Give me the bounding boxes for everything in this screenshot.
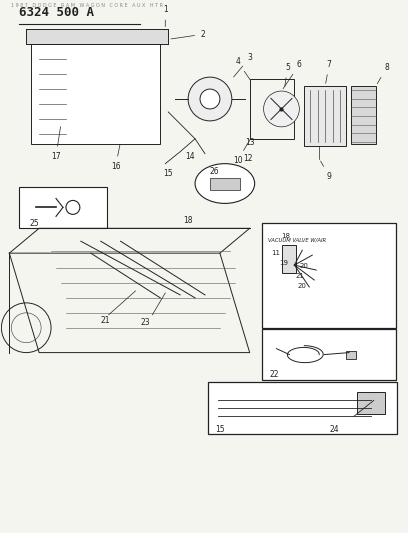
Text: 19: 19	[279, 260, 288, 266]
Text: 18: 18	[183, 216, 193, 225]
Text: 16: 16	[111, 144, 120, 171]
Bar	[31, 44, 160, 144]
Text: 1 9 8 7   D O D G E   R A M   W A G O N   C O R E   A U X   H T R: 1 9 8 7 D O D G E R A M W A G O N C O R …	[11, 3, 163, 7]
Circle shape	[200, 89, 220, 109]
Text: 4: 4	[235, 57, 250, 80]
Text: 18: 18	[282, 233, 290, 239]
Ellipse shape	[195, 164, 255, 204]
Bar	[351, 86, 376, 144]
Bar	[262, 223, 396, 328]
Text: VACUUM VALVE W/AIR: VACUUM VALVE W/AIR	[268, 237, 326, 242]
Text: 3: 3	[234, 53, 252, 77]
Bar	[346, 351, 356, 359]
Text: 23: 23	[141, 318, 150, 327]
Bar	[250, 79, 295, 139]
Circle shape	[264, 91, 299, 127]
Text: 6: 6	[283, 60, 302, 88]
Text: 5: 5	[285, 63, 290, 86]
Text: 20: 20	[297, 283, 306, 289]
Text: 15: 15	[164, 168, 173, 177]
Bar	[210, 177, 240, 190]
Text: 20: 20	[299, 263, 308, 269]
Bar	[282, 245, 296, 273]
Text: 17: 17	[51, 127, 61, 161]
Text: 26: 26	[210, 167, 220, 175]
Bar	[357, 392, 385, 414]
Text: 7: 7	[326, 60, 332, 83]
Bar	[304, 86, 346, 146]
Text: 25: 25	[29, 219, 39, 228]
Text: 21: 21	[101, 316, 111, 325]
Bar	[19, 187, 106, 228]
Text: 21: 21	[295, 273, 304, 279]
Text: 24: 24	[329, 425, 339, 434]
Text: 2: 2	[171, 30, 205, 39]
Text: 22: 22	[270, 370, 279, 379]
Bar	[208, 383, 397, 434]
Text: 1: 1	[163, 5, 168, 27]
Text: 14: 14	[185, 152, 195, 161]
Text: 10: 10	[233, 139, 250, 165]
Text: 13: 13	[245, 138, 255, 147]
Text: 12: 12	[243, 154, 253, 163]
Text: 6324 500 A: 6324 500 A	[19, 6, 94, 20]
Text: 8: 8	[377, 63, 389, 84]
Bar	[262, 329, 396, 381]
Text: 11: 11	[272, 250, 281, 256]
Text: 15: 15	[215, 425, 224, 434]
Circle shape	[188, 77, 232, 121]
Circle shape	[66, 200, 80, 214]
Text: 9: 9	[321, 161, 332, 181]
